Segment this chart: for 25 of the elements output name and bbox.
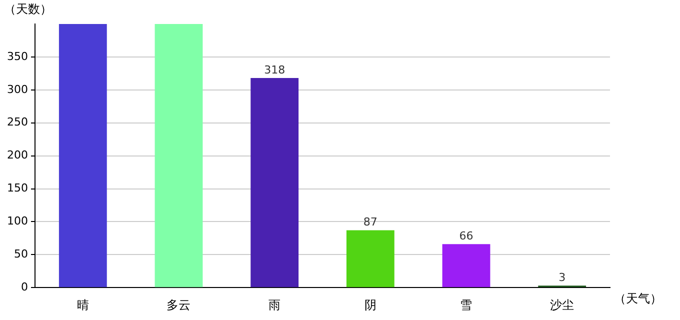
y-axis-title: （天数） xyxy=(4,2,52,16)
x-axis-title: （天气） xyxy=(614,292,662,306)
x-tick-label: 沙尘 xyxy=(550,298,574,312)
y-tick-label: 0 xyxy=(20,280,28,294)
y-tick-label: 50 xyxy=(14,248,28,261)
x-tick-label: 多云 xyxy=(166,298,191,312)
y-tick-label: 250 xyxy=(6,116,28,129)
data-label: 66 xyxy=(459,229,474,242)
y-tick-label: 200 xyxy=(6,148,28,162)
data-label: 318 xyxy=(264,63,286,76)
bar xyxy=(442,244,490,288)
y-tick-label: 150 xyxy=(6,182,28,195)
x-tick-label: 晴 xyxy=(76,298,89,312)
x-tick-label: 雪 xyxy=(460,298,472,312)
y-tick-label: 350 xyxy=(6,50,28,63)
bar xyxy=(250,78,299,288)
data-label: 3 xyxy=(558,270,566,284)
x-tick-label: 雨 xyxy=(268,298,281,312)
x-tick-label: 阴 xyxy=(364,298,376,312)
y-tick-label: 100 xyxy=(6,214,28,228)
y-tick-label: 300 xyxy=(6,82,28,96)
bar xyxy=(154,24,203,288)
bar xyxy=(58,24,107,288)
bar xyxy=(346,230,394,288)
data-label: 87 xyxy=(363,216,378,229)
